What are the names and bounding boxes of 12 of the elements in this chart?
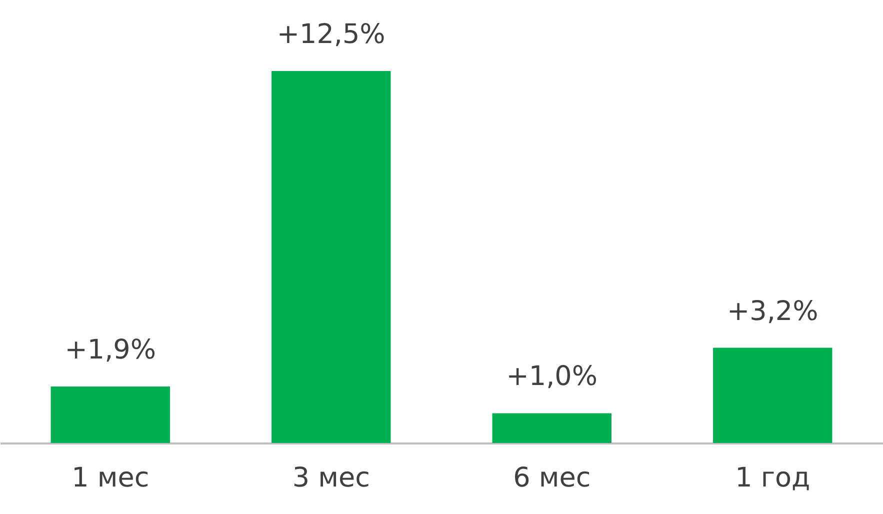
bar — [272, 71, 391, 443]
x-tick-label: 3 мес — [292, 462, 370, 494]
x-tick-label: 1 год — [735, 462, 810, 494]
bar — [492, 413, 612, 443]
bar — [713, 348, 832, 443]
x-tick-label: 1 мес — [72, 462, 150, 494]
data-label: +1,9% — [64, 334, 156, 366]
x-tick-label: 6 мес — [513, 462, 591, 494]
data-label: +12,5% — [276, 19, 386, 50]
data-label: +3,2% — [727, 296, 818, 327]
bar — [50, 386, 170, 443]
data-label: +1,0% — [506, 361, 598, 392]
